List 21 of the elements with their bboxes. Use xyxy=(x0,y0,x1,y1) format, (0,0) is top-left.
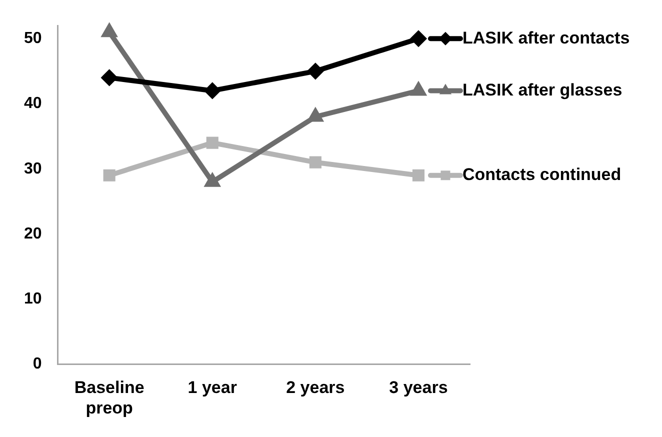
point xyxy=(102,70,117,86)
x-tick-label: 1 year xyxy=(188,378,238,398)
point xyxy=(103,169,116,182)
y-tick-label: 40 xyxy=(24,95,42,112)
x-tick-label: 2 years xyxy=(286,378,345,398)
y-tick-label: 10 xyxy=(24,290,42,308)
legend-label: LASIK after contacts xyxy=(462,28,630,48)
y-tick-label: 50 xyxy=(24,30,42,48)
legend-label: LASIK after glasses xyxy=(462,80,622,100)
point xyxy=(410,31,426,46)
point xyxy=(309,156,322,168)
point xyxy=(308,64,323,79)
x-tick-label: 3 years xyxy=(389,378,448,398)
point xyxy=(204,83,220,98)
y-tick-label: 20 xyxy=(24,225,42,242)
x-tick-label: Baseline preop xyxy=(74,378,144,418)
legend-label: Contacts continued xyxy=(462,165,622,184)
y-tick-label: 30 xyxy=(24,160,42,178)
y-tick-label: 0 xyxy=(32,356,42,373)
point xyxy=(206,136,218,149)
point xyxy=(412,169,425,182)
